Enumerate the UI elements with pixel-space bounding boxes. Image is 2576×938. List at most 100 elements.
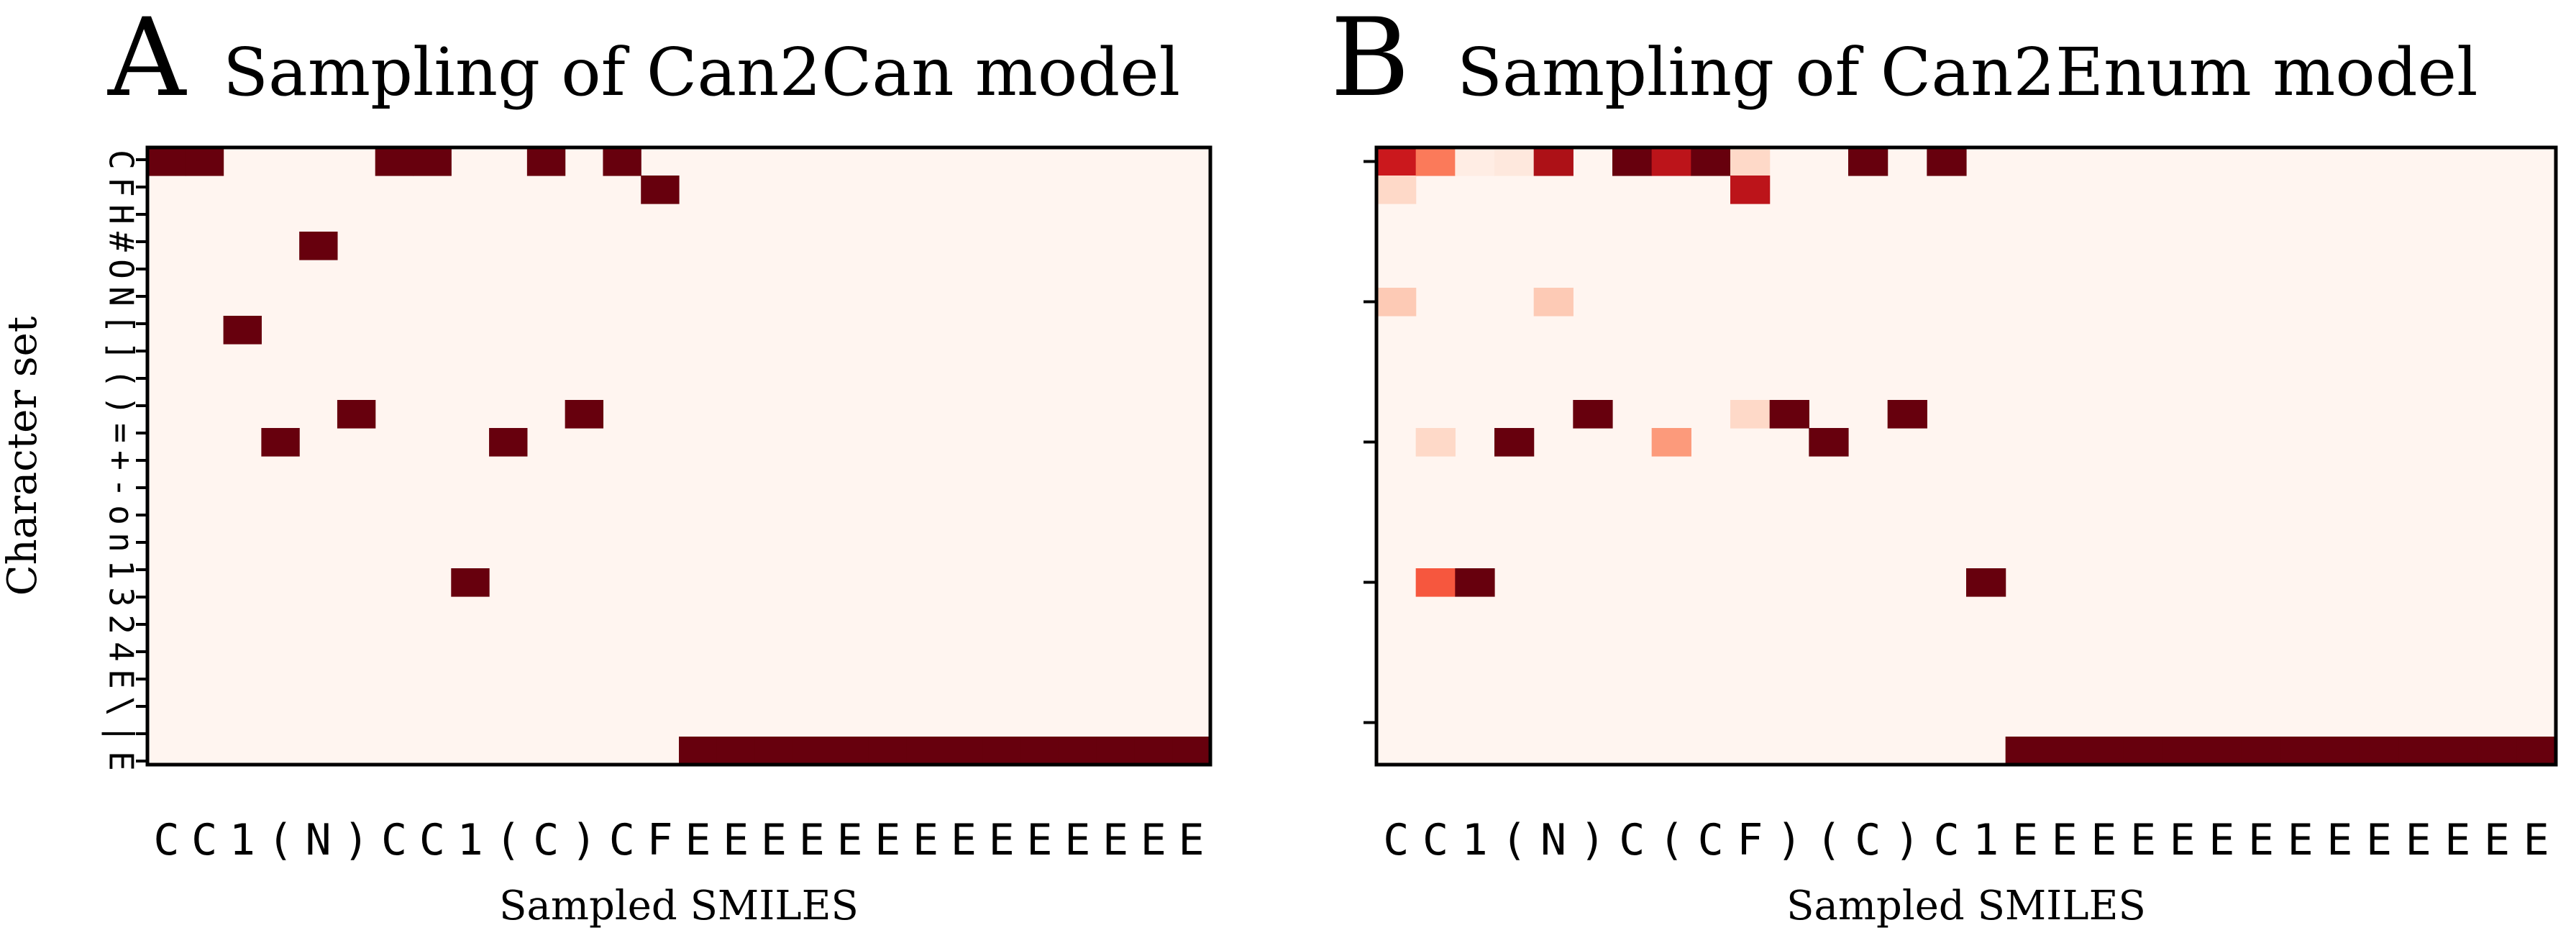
panel-b-x-tick-label: E [2484,815,2510,865]
panel-a-y-tick-label: = [102,423,141,443]
panel-a-y-tick-label: ) [102,396,141,416]
panel-a-x-tick-label: E [1064,815,1090,865]
panel-a-ylabel: Character set [0,316,46,596]
panel-b-cell-20 [1769,400,1809,429]
panel-b-cell-26 [2005,737,2045,765]
panel-a-x-tick-label: E [723,815,749,865]
panel-a-y-tick-label: ( [102,368,141,388]
panel-b-x-ticks: C C 1(N) C(C F)(C) C 1 E E E E E E E E E E E E E E [1383,815,2549,865]
panel-b-x-tick-label: E [2209,815,2234,865]
panel-a-x-tick-label: F [647,815,673,865]
panel-a-x-tick-label: ) [343,815,369,865]
panel-a-cell-18 [831,737,869,765]
panel-a-y-tick-label: C [102,150,141,170]
panel-a-y-tick-label: 4 [102,642,141,662]
panel-a-y-ticks: CFH # ON [] () = + - on 1 3 2 4 E \ | E [101,150,147,771]
panel-a-y-tick-label: E [102,751,141,771]
panel-a-cell-5 [337,400,376,429]
panel-b-x-tick-label: N [1540,815,1566,865]
panel-b-x-tick-label: E [2170,815,2196,865]
panel-a-x-tick-label: E [799,815,825,865]
panel-b-x-tick-label: C [1934,815,1960,865]
panel-a-x-tick-label: C [381,815,407,865]
panel-a-x-tick-label: N [305,815,331,865]
panel-a-x-tick-label: E [989,815,1015,865]
panel-b-x-tick-label: ( [1658,815,1684,865]
panel-a-x-tick-label: C [191,815,217,865]
panel-a-x-ticks: C C 1(N) C C 1(C) C F E E E E E E E E E E E E E E [153,815,1204,865]
panel-a-y-tick-label: - [102,478,141,498]
panel-b-cell-6 [1455,147,1495,176]
panel-a-y-tick-label: [ [102,314,141,334]
panel-b-x-tick-label: ) [1776,815,1802,865]
panel-a-cell-26 [1134,737,1173,765]
panel-a-cell-10 [526,147,566,176]
panel-b-cell-24 [1927,147,1967,176]
panel-a-cell-15 [716,737,756,765]
panel-a-cell-9 [489,428,528,457]
panel-a-x-tick-label: C [419,815,445,865]
panel-b-x-tick-label: C [1698,815,1724,865]
panel-b-cell-28 [2084,737,2124,765]
panel-b-cell-32 [2241,737,2281,765]
panel-a-cell-12 [603,147,641,176]
panel-a-letter: A [107,0,187,121]
panel-a-cell-11 [565,400,604,429]
panel-b-x-tick-label: E [2366,815,2392,865]
panel-b-xlabel: Sampled SMILES [1786,883,2146,929]
panel-b-cell-9 [1494,428,1535,457]
panel-a-x-tick-label: E [913,815,938,865]
panel-a-cell-0 [147,147,186,176]
panel-a-x-tick-label: E [874,815,900,865]
panel-a-cell-13 [641,176,680,204]
panel-b-title: Sampling of Can2Enum model [1457,34,2478,111]
panel-b-cell-31 [2202,737,2242,765]
panel-a-cell-7 [413,147,452,176]
panel-a-cell-27 [1172,737,1211,765]
panel-a-cell-16 [754,737,793,765]
panel-a-x-tick-label: E [761,815,787,865]
panel-a-cell-1 [185,147,224,176]
panel-b-x-tick-label: C [1619,815,1645,865]
panel-b-x-tick-label: ) [1894,815,1920,865]
panel-b-cell-38 [2477,737,2517,765]
panel-a-y-tick-label: # [102,232,141,252]
panel-b-cell-36 [2398,737,2439,765]
panel-a-cell-4 [299,232,338,260]
panel-a-x-tick-label: E [951,815,977,865]
panel-a-x-tick-label: ) [571,815,597,865]
panel-a-x-tick-label: 1 [457,815,483,865]
panel-a-cells [147,147,1211,765]
panel-b-cell-12 [1573,400,1613,429]
panel-a-cell-3 [261,428,300,457]
panel-b-cells [1376,147,2557,765]
panel-a-y-tick-label: 2 [102,614,141,634]
panel-b-x-tick-label: C [1422,815,1448,865]
panel-a-cell-21 [944,737,983,765]
panel-b-cell-29 [2123,737,2163,765]
panel-b-letter: B [1330,0,1410,121]
panel-a-x-tick-label: E [1179,815,1205,865]
panel-b-x-tick-label: E [2012,815,2038,865]
panel-b-cell-15 [1651,428,1691,457]
panel-a-x-tick-label: C [533,815,559,865]
panel-a-y-tick-label: o [102,505,141,525]
panel-a-y-tick-label: E [102,669,141,689]
panel-b-cell-35 [2359,737,2399,765]
panel-b-cell-11 [1533,288,1574,317]
panel-b-x-tick-label: ) [1580,815,1606,865]
panel-a-cell-6 [375,147,414,176]
panel-b-cell-8 [1494,147,1535,176]
panel-a-y-tick-label: H [102,204,141,224]
panel-b: B Sampling of Can2Enum model C C 1(N) C(C F)… [1330,0,2558,929]
panel-b-cell-2 [1376,288,1417,317]
panel-b-heatmap-background [1376,147,2556,765]
panel-b-cell-10 [1533,147,1574,176]
panel-a-x-tick-label: C [609,815,635,865]
panel-a-cell-17 [793,737,831,765]
panel-a-xlabel: Sampled SMILES [499,883,859,929]
panel-a-x-tick-label: ( [268,815,293,865]
panel-b-cell-23 [1887,400,1927,429]
panel-a-x-tick-label: E [1026,815,1052,865]
panel-b-x-tick-label: E [2326,815,2352,865]
